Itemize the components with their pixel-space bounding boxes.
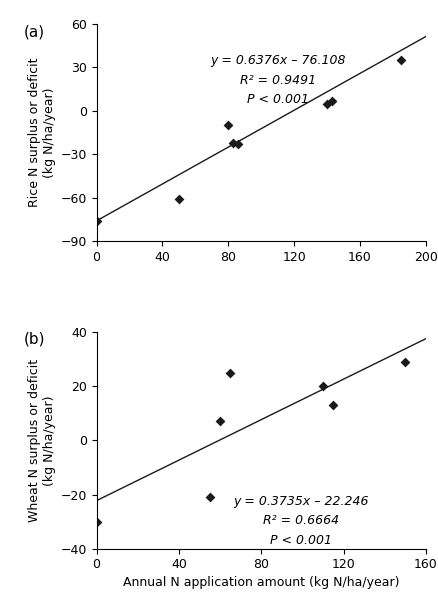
Point: [323, 99, 330, 109]
Point: [216, 417, 223, 426]
Point: [401, 357, 408, 367]
Y-axis label: Wheat N surplus or deficit
(kg N/ha/year): Wheat N surplus or deficit (kg N/ha/year…: [28, 359, 56, 522]
Text: (b): (b): [24, 332, 46, 347]
Point: [319, 381, 326, 391]
Point: [234, 139, 241, 149]
Text: P < 0.001: P < 0.001: [246, 93, 308, 107]
Text: R² = 0.6664: R² = 0.6664: [262, 514, 338, 527]
Text: P < 0.001: P < 0.001: [269, 534, 331, 546]
Text: (a): (a): [24, 24, 45, 39]
Point: [229, 138, 236, 148]
Y-axis label: Rice N surplus or deficit
(kg N/ha/year): Rice N surplus or deficit (kg N/ha/year): [28, 58, 56, 207]
Point: [224, 121, 231, 130]
Point: [397, 55, 404, 65]
Point: [206, 493, 213, 502]
Point: [226, 368, 233, 377]
Point: [328, 96, 335, 106]
Text: y = 0.6376x – 76.108: y = 0.6376x – 76.108: [209, 54, 345, 68]
X-axis label: Annual N application amount (kg N/ha/year): Annual N application amount (kg N/ha/yea…: [123, 576, 399, 589]
Point: [329, 400, 336, 410]
Point: [93, 517, 100, 526]
Text: y = 0.3735x – 22.246: y = 0.3735x – 22.246: [233, 494, 367, 508]
Point: [175, 194, 182, 204]
Text: R² = 0.9491: R² = 0.9491: [239, 74, 315, 87]
Point: [93, 216, 100, 226]
